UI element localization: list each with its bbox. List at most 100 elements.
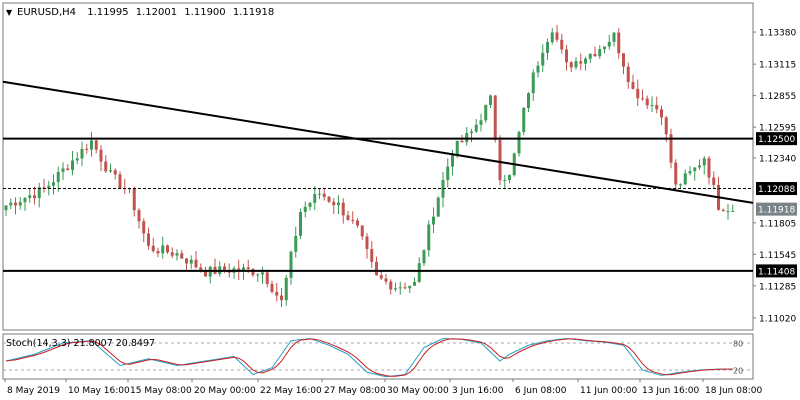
candle-body <box>726 211 730 213</box>
candle-body <box>370 249 374 262</box>
candle-body <box>318 193 321 195</box>
candle-body <box>61 168 65 172</box>
time-tick-label: 8 May 2019 <box>7 386 60 396</box>
candle-body <box>574 61 578 68</box>
price-tick-label: 1.11545 <box>759 251 796 261</box>
candle-body <box>23 198 27 203</box>
candle-body <box>166 245 169 253</box>
price-tick-label: 1.13115 <box>759 61 796 71</box>
candle-body <box>655 104 659 110</box>
time-tick-label: 30 May 00:00 <box>387 386 449 396</box>
candle-body <box>194 259 198 268</box>
price-tick-label: 1.11285 <box>759 282 796 292</box>
candle-body <box>451 155 454 167</box>
candle-body <box>289 251 293 278</box>
candle-body <box>85 148 89 150</box>
candle-body <box>327 196 331 202</box>
price-tick-label: 1.12340 <box>759 155 796 165</box>
candle-body <box>94 140 98 150</box>
candle-body <box>389 281 393 290</box>
time-tick-label: 22 May 16:00 <box>260 386 322 396</box>
candle-body <box>617 32 621 54</box>
level-price-label-bg <box>756 132 797 146</box>
candle-body <box>479 120 483 125</box>
candle-body <box>9 202 13 206</box>
candle-body <box>284 277 288 301</box>
candle-body <box>42 187 46 189</box>
time-tick-label: 6 Jun 08:00 <box>515 386 567 396</box>
chart-header: ▼ EURUSD,H4 1.11995 1.12001 1.11900 1.11… <box>6 7 274 18</box>
candle-body <box>650 104 654 106</box>
candle-body <box>375 261 378 276</box>
time-tick-label: 11 Jun 00:00 <box>580 386 637 396</box>
candle-body <box>555 32 559 40</box>
candle-body <box>237 268 241 271</box>
candle-body <box>398 287 402 289</box>
candle-body <box>66 168 70 170</box>
candle-body <box>322 193 326 197</box>
time-tick-label: 15 May 08:00 <box>130 386 192 396</box>
candle-body <box>603 46 606 50</box>
candle-body <box>180 253 184 259</box>
stochastic-label: Stoch(14,3,3) 21.8007 20.8497 <box>6 338 155 349</box>
time-tick-label: 27 May 08:00 <box>324 386 386 396</box>
candle-body <box>489 95 492 105</box>
stochastic-level-label: 80 <box>733 340 743 349</box>
stochastic-level-label: 20 <box>733 367 743 376</box>
candle-body <box>550 32 554 43</box>
candle-body <box>584 58 587 64</box>
candle-body <box>707 158 711 178</box>
candle-body <box>199 267 203 271</box>
candle-body <box>465 133 469 143</box>
candle-body <box>674 162 678 185</box>
candle-body <box>275 291 279 296</box>
candle-body <box>337 202 340 206</box>
candle-body <box>503 179 507 181</box>
candle-body <box>37 187 41 199</box>
price-panel: ▼ EURUSD,H4 1.11995 1.12001 1.11900 1.11… <box>2 2 754 331</box>
candle-body <box>104 161 108 172</box>
candle-body <box>365 236 369 250</box>
candle-body <box>137 210 141 222</box>
level-price-label: 1.11408 <box>758 267 795 277</box>
candle-body <box>522 107 526 133</box>
stochastic-signal-line <box>5 338 733 377</box>
level-price-label: 1.12500 <box>758 135 795 145</box>
candle-body <box>170 252 174 256</box>
candle-body <box>52 182 55 186</box>
candle-body <box>693 167 697 172</box>
candle-body <box>536 65 540 73</box>
candle-body <box>455 140 459 156</box>
candle-body <box>294 235 298 252</box>
collapse-triangle-icon[interactable]: ▼ <box>6 8 13 17</box>
candle-body <box>175 253 179 256</box>
candle-body <box>669 134 673 163</box>
time-tick-label: 18 Jun 08:00 <box>705 386 762 396</box>
level-price-label-bg <box>756 182 797 196</box>
candle-body <box>90 140 93 150</box>
candle-body <box>702 158 706 166</box>
price-tick-label: 1.12595 <box>759 124 796 134</box>
candle-body <box>132 188 136 211</box>
candle-body <box>498 140 502 181</box>
price-tick-label: 1.11805 <box>759 219 796 229</box>
candle-body <box>113 170 117 175</box>
candle-body <box>712 177 716 185</box>
candle-body <box>18 202 22 206</box>
candle-body <box>607 41 611 47</box>
candle-body <box>531 72 535 94</box>
candle-body <box>679 184 682 186</box>
candle-body <box>346 215 350 220</box>
candle-series <box>4 24 735 308</box>
candle-body <box>142 221 146 234</box>
candle-body <box>622 53 625 67</box>
candle-body <box>422 250 426 264</box>
svg-text:EURUSD,H4 1.11995: EURUSD,H4 1.11995 1.12001 1.11900 1.1191… <box>17 7 274 18</box>
candle-body <box>147 233 150 246</box>
candle-body <box>636 88 640 99</box>
candle-body <box>75 158 79 161</box>
level-price-label: 1.12088 <box>758 185 795 195</box>
candle-body <box>569 62 573 68</box>
candle-body <box>251 268 255 276</box>
candle-body <box>432 216 435 225</box>
